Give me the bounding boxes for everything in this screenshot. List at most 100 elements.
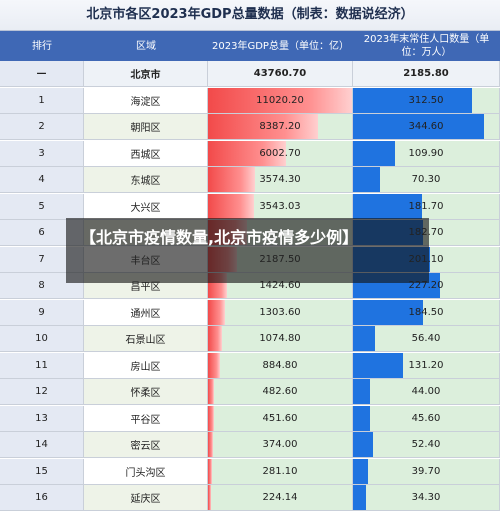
rank-cell: 3: [0, 140, 84, 167]
gdp-bar: [208, 114, 318, 139]
gdp-bar: [208, 193, 255, 219]
gdp-value: 281.10: [262, 465, 298, 477]
population-value: 109.90: [408, 147, 444, 159]
district-cell: 东城区: [84, 167, 208, 193]
gdp-bar: [208, 458, 212, 484]
district-name: 北京市: [130, 70, 161, 81]
rank-cell: 8: [0, 273, 84, 299]
table-title: 北京市各区2023年GDP总量数据（制表：数据说经济）: [0, 0, 500, 31]
population-cell: 39.70: [353, 458, 500, 485]
rank-cell: 15: [0, 458, 84, 485]
population-cell: 56.40: [353, 326, 500, 352]
gdp-value: 3574.30: [259, 174, 301, 185]
population-value: 184.50: [408, 306, 444, 318]
district-cell: 大兴区: [84, 193, 208, 220]
rank-cell: 2: [0, 114, 84, 140]
population-value: 182.70: [408, 227, 444, 238]
district-cell: 延庆区: [84, 485, 208, 511]
population-value: 34.30: [411, 492, 441, 503]
rank-value: 11: [35, 359, 48, 371]
population-value: 70.30: [411, 174, 441, 185]
gdp-bar: [208, 432, 213, 457]
population-value: 44.00: [411, 386, 441, 397]
population-bar: [353, 140, 395, 166]
district-cell: 密云区: [84, 432, 208, 458]
gdp-cell: 3543.03: [208, 193, 353, 220]
gdp-bar: [208, 352, 220, 378]
gdp-value: 11020.20: [256, 94, 304, 106]
table-row: 1 海淀区 11020.20 312.50: [0, 87, 500, 114]
population-cell: 109.90: [353, 140, 500, 167]
table-row: 5 大兴区 3543.03 181.70: [0, 193, 500, 220]
gdp-cell: 11020.20: [208, 87, 353, 114]
population-bar: [353, 432, 373, 457]
rank-value: 9: [38, 306, 45, 318]
gdp-bar: [208, 326, 223, 351]
gdp-cell: 6002.70: [208, 140, 353, 167]
population-value: 344.60: [408, 121, 444, 132]
gdp-bar: [208, 485, 211, 510]
district-name: 石景山区: [125, 335, 166, 346]
rank-value: 4: [38, 174, 45, 185]
header-gdp: 2023年GDP总量（单位：亿）: [212, 40, 349, 52]
gdp-value: 451.60: [262, 412, 298, 424]
rank-cell: 16: [0, 485, 84, 511]
table-row: 13 平谷区 451.60 45.60: [0, 405, 500, 432]
district-name: 海淀区: [130, 96, 161, 108]
district-name: 朝阳区: [130, 123, 161, 134]
gdp-bar: [208, 87, 352, 113]
district-name: 怀柔区: [130, 388, 161, 399]
population-bar: [353, 114, 485, 139]
gdp-value: 2187.50: [259, 253, 301, 265]
gdp-cell: 8387.20: [208, 114, 353, 140]
rank-cell: 14: [0, 432, 84, 458]
table-row: 14 密云区 374.00 52.40: [0, 432, 500, 458]
population-value: 45.60: [411, 412, 441, 424]
gdp-bar: [208, 299, 226, 325]
rank-cell: 12: [0, 379, 84, 405]
district-cell: 通州区: [84, 299, 208, 326]
district-name: 大兴区: [130, 202, 161, 214]
population-value: 56.40: [411, 333, 441, 344]
overlay-text: 【北京市疫情数量,北京市疫情多少例】: [80, 228, 359, 247]
population-cell: 44.00: [353, 379, 500, 405]
district-name: 丰台区: [130, 255, 161, 267]
gdp-bar: [208, 405, 214, 431]
population-cell: 2185.80: [353, 61, 500, 87]
rank-value: 1: [38, 94, 45, 106]
rank-value: 6: [38, 227, 45, 238]
district-name: 房山区: [130, 361, 161, 373]
population-bar: [353, 167, 380, 192]
district-cell: 海淀区: [84, 87, 208, 114]
gdp-cell: 281.10: [208, 458, 353, 485]
gdp-value: 482.60: [262, 386, 298, 397]
district-cell: 朝阳区: [84, 114, 208, 140]
gdp-value: 1074.80: [259, 333, 301, 344]
gdp-bar: [208, 140, 287, 166]
district-cell: 门头沟区: [84, 458, 208, 485]
population-value: 181.70: [408, 200, 444, 212]
rank-value: 14: [35, 439, 48, 450]
table-row: 9 通州区 1303.60 184.50: [0, 299, 500, 326]
gdp-cell: 374.00: [208, 432, 353, 458]
rank-value: 8: [38, 280, 45, 291]
gdp-cell: 1074.80: [208, 326, 353, 352]
rank-cell: 4: [0, 167, 84, 193]
district-cell: 北京市: [84, 61, 208, 87]
table-row: 2 朝阳区 8387.20 344.60: [0, 114, 500, 140]
rank-value: 5: [38, 200, 45, 212]
district-name: 门头沟区: [125, 467, 166, 479]
gdp-value: 8387.20: [259, 121, 301, 132]
gdp-value: 43760.70: [253, 68, 307, 79]
district-name: 东城区: [130, 176, 161, 187]
rank-cell: 1: [0, 87, 84, 114]
district-name: 延庆区: [130, 494, 161, 505]
rank-cell: 9: [0, 299, 84, 326]
population-bar: [353, 485, 367, 510]
table-row: 16 延庆区 224.14 34.30: [0, 485, 500, 511]
table-header: 排行 区域 2023年GDP总量（单位：亿） 2023年末常住人口数量（单位：万…: [0, 31, 500, 61]
total-row: — 北京市 43760.70 2185.80: [0, 61, 500, 87]
district-cell: 西城区: [84, 140, 208, 167]
header-population: 2023年末常住人口数量（单位：万人）: [363, 34, 490, 58]
header-rank: 排行: [32, 40, 52, 52]
